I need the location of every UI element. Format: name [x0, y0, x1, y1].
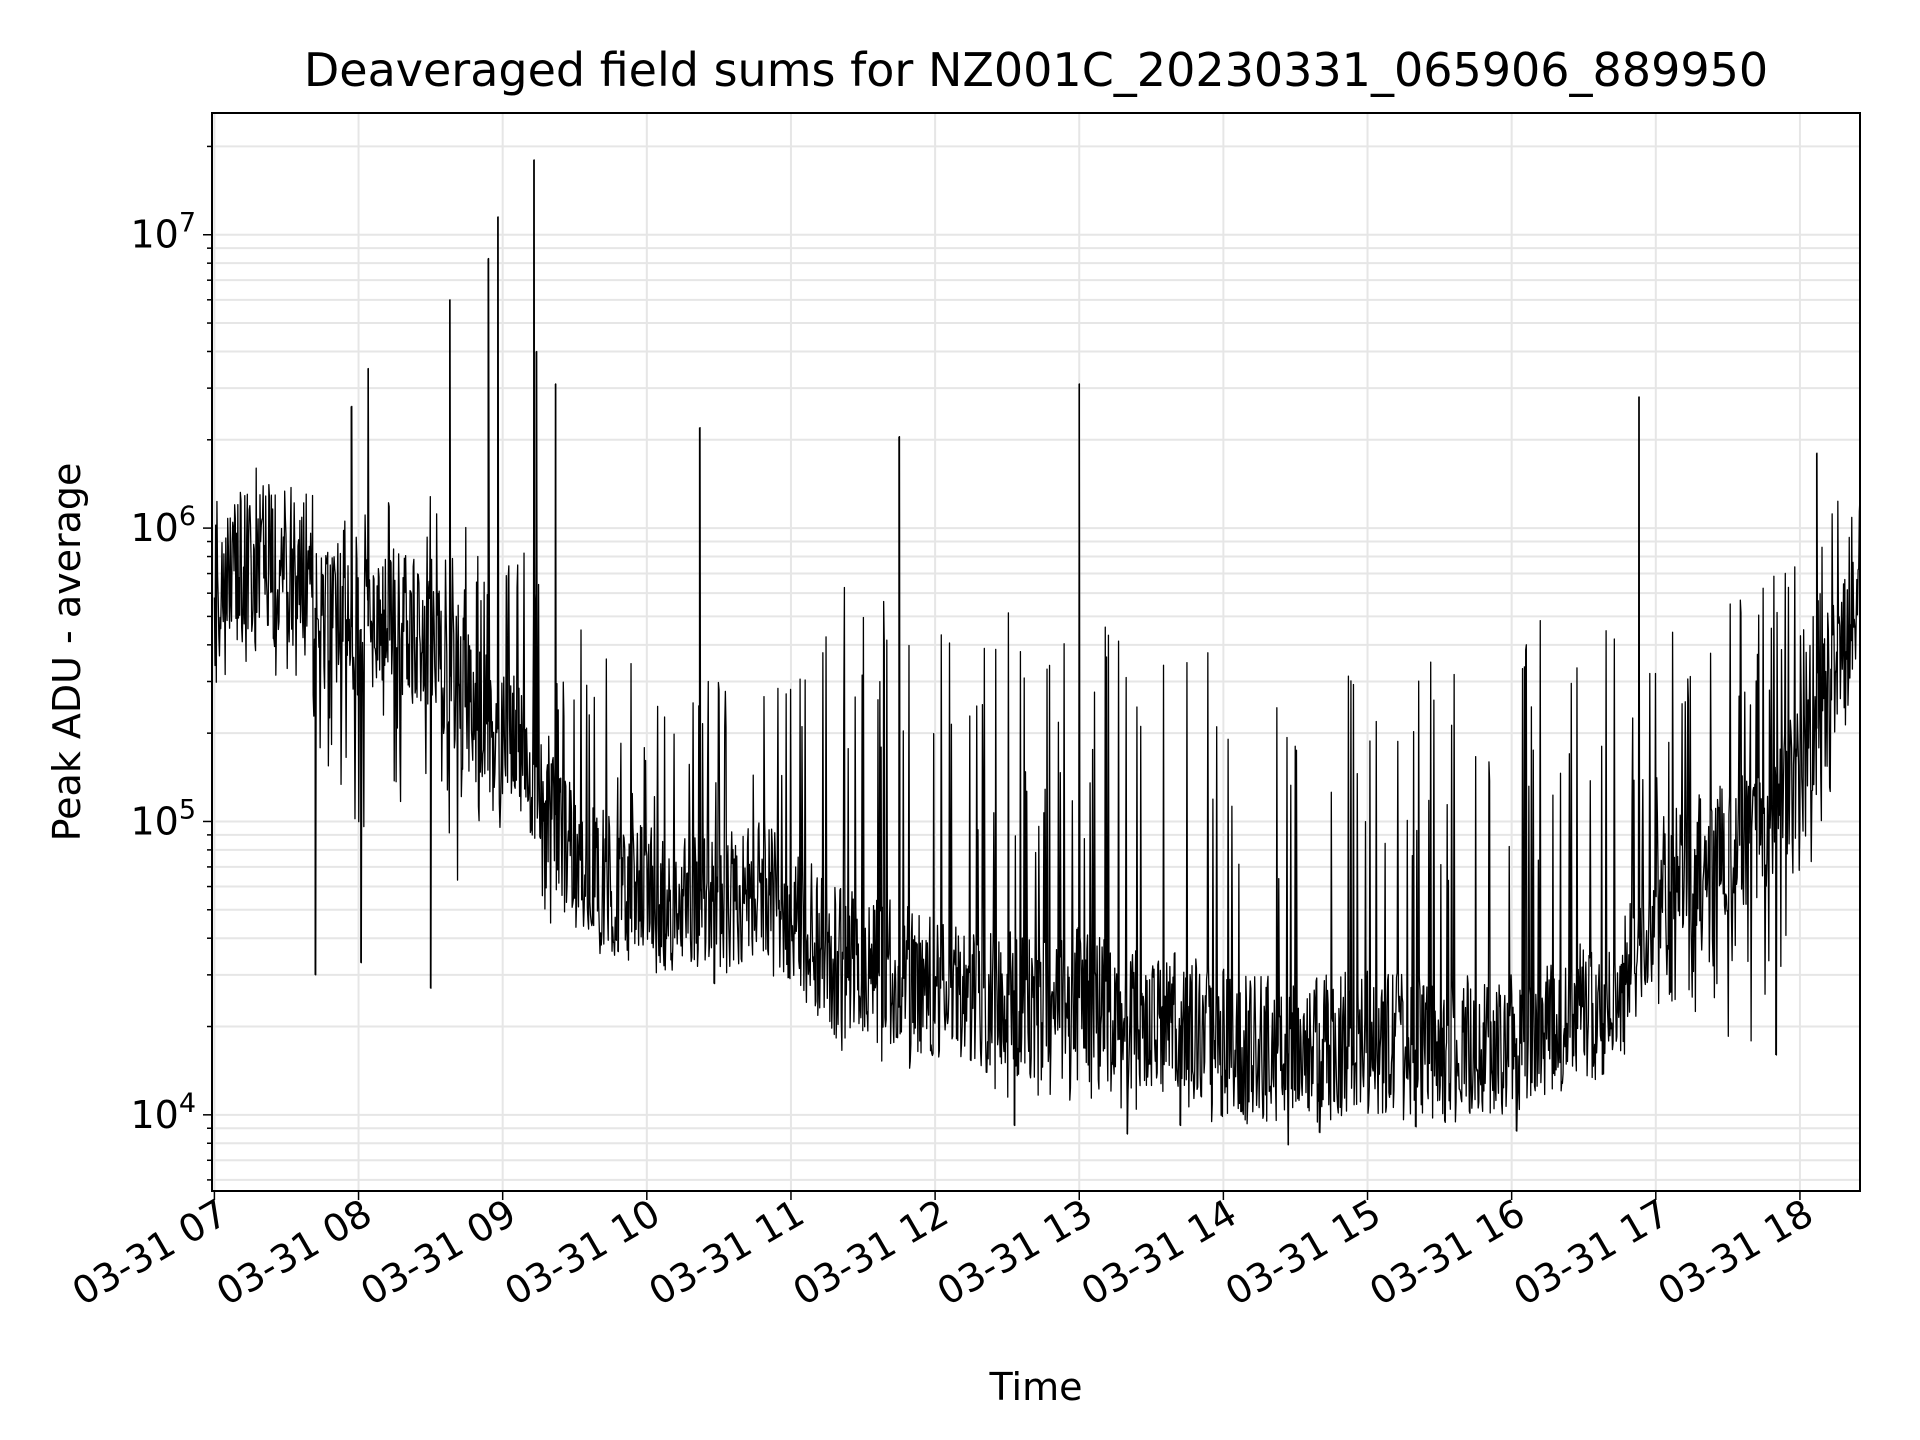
y-tick-base: 10: [130, 213, 178, 257]
y-tick-label: 105: [130, 794, 196, 843]
y-tick-exponent: 5: [179, 794, 196, 825]
y-axis-label: Peak ADU - average: [45, 463, 89, 842]
y-tick-label: 106: [130, 501, 196, 550]
y-tick-exponent: 4: [179, 1088, 196, 1119]
plot-frame: [211, 112, 1861, 1192]
y-tick-exponent: 6: [179, 501, 196, 532]
y-tick-base: 10: [130, 506, 178, 550]
y-tick-base: 10: [130, 1093, 178, 1137]
chart-title: Deaveraged field sums for NZ001C_2023033…: [304, 43, 1768, 97]
x-axis-label: Time: [989, 1365, 1083, 1409]
series-line: [213, 159, 1861, 1146]
y-tick-label: 107: [130, 208, 196, 257]
y-tick-exponent: 7: [179, 208, 196, 239]
y-tick-base: 10: [130, 799, 178, 843]
y-tick-label: 104: [130, 1088, 196, 1137]
